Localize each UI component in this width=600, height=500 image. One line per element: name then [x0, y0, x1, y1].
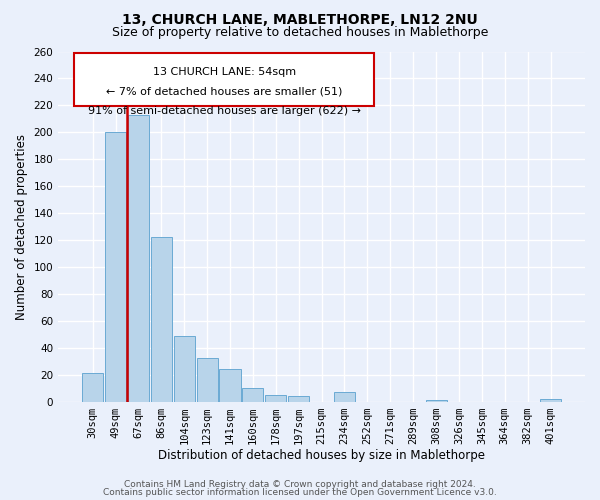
Bar	[151, 238, 172, 402]
Bar	[425, 400, 446, 402]
Bar	[288, 396, 309, 402]
Bar	[197, 358, 218, 402]
Text: 13 CHURCH LANE: 54sqm: 13 CHURCH LANE: 54sqm	[152, 68, 296, 78]
Bar	[173, 336, 195, 402]
Y-axis label: Number of detached properties: Number of detached properties	[15, 134, 28, 320]
Text: ← 7% of detached houses are smaller (51): ← 7% of detached houses are smaller (51)	[106, 86, 343, 97]
Text: Contains public sector information licensed under the Open Government Licence v3: Contains public sector information licen…	[103, 488, 497, 497]
Bar	[242, 388, 263, 402]
Text: 13, CHURCH LANE, MABLETHORPE, LN12 2NU: 13, CHURCH LANE, MABLETHORPE, LN12 2NU	[122, 12, 478, 26]
Bar	[105, 132, 126, 402]
Bar	[334, 392, 355, 402]
Bar	[82, 374, 103, 402]
Bar	[540, 399, 561, 402]
FancyBboxPatch shape	[74, 54, 374, 106]
X-axis label: Distribution of detached houses by size in Mablethorpe: Distribution of detached houses by size …	[158, 450, 485, 462]
Text: 91% of semi-detached houses are larger (622) →: 91% of semi-detached houses are larger (…	[88, 106, 361, 116]
Bar	[265, 395, 286, 402]
Text: Size of property relative to detached houses in Mablethorpe: Size of property relative to detached ho…	[112, 26, 488, 39]
Bar	[220, 370, 241, 402]
Bar	[128, 115, 149, 402]
Text: Contains HM Land Registry data © Crown copyright and database right 2024.: Contains HM Land Registry data © Crown c…	[124, 480, 476, 489]
